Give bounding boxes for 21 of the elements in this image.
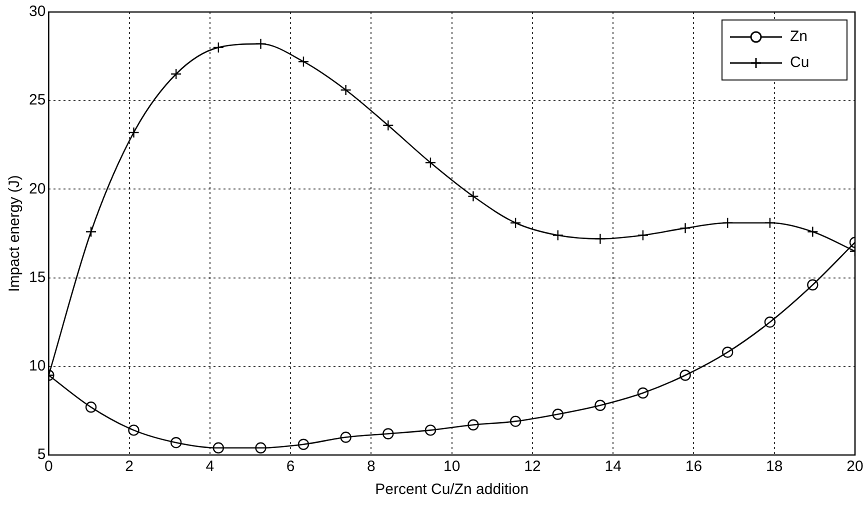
x-tick-label: 18 [766, 458, 783, 476]
y-tick-label: 5 [37, 446, 46, 464]
x-tick-label: 14 [604, 458, 622, 476]
x-axis-title: Percent Cu/Zn addition [375, 481, 529, 498]
x-tick-label: 16 [685, 458, 702, 476]
legend-label: Zn [790, 28, 808, 46]
legend-label: Cu [790, 54, 810, 72]
y-tick-label: 15 [28, 268, 46, 286]
x-tick-label: 12 [524, 458, 541, 476]
x-tick-label: 10 [444, 458, 460, 476]
y-tick-label: 10 [28, 358, 46, 375]
y-tick-label: 20 [28, 180, 46, 198]
y-tick-label: 25 [28, 92, 46, 109]
y-axis-title: Impact energy (J) [6, 175, 24, 292]
x-tick-label: 20 [846, 458, 864, 476]
x-tick-label: 0 [44, 458, 53, 476]
y-tick-label: 30 [28, 3, 46, 20]
x-tick-label: 4 [206, 458, 214, 476]
x-tick-label: 8 [367, 458, 376, 476]
x-tick-label: 2 [125, 458, 134, 476]
x-tick-label: 6 [286, 458, 295, 476]
